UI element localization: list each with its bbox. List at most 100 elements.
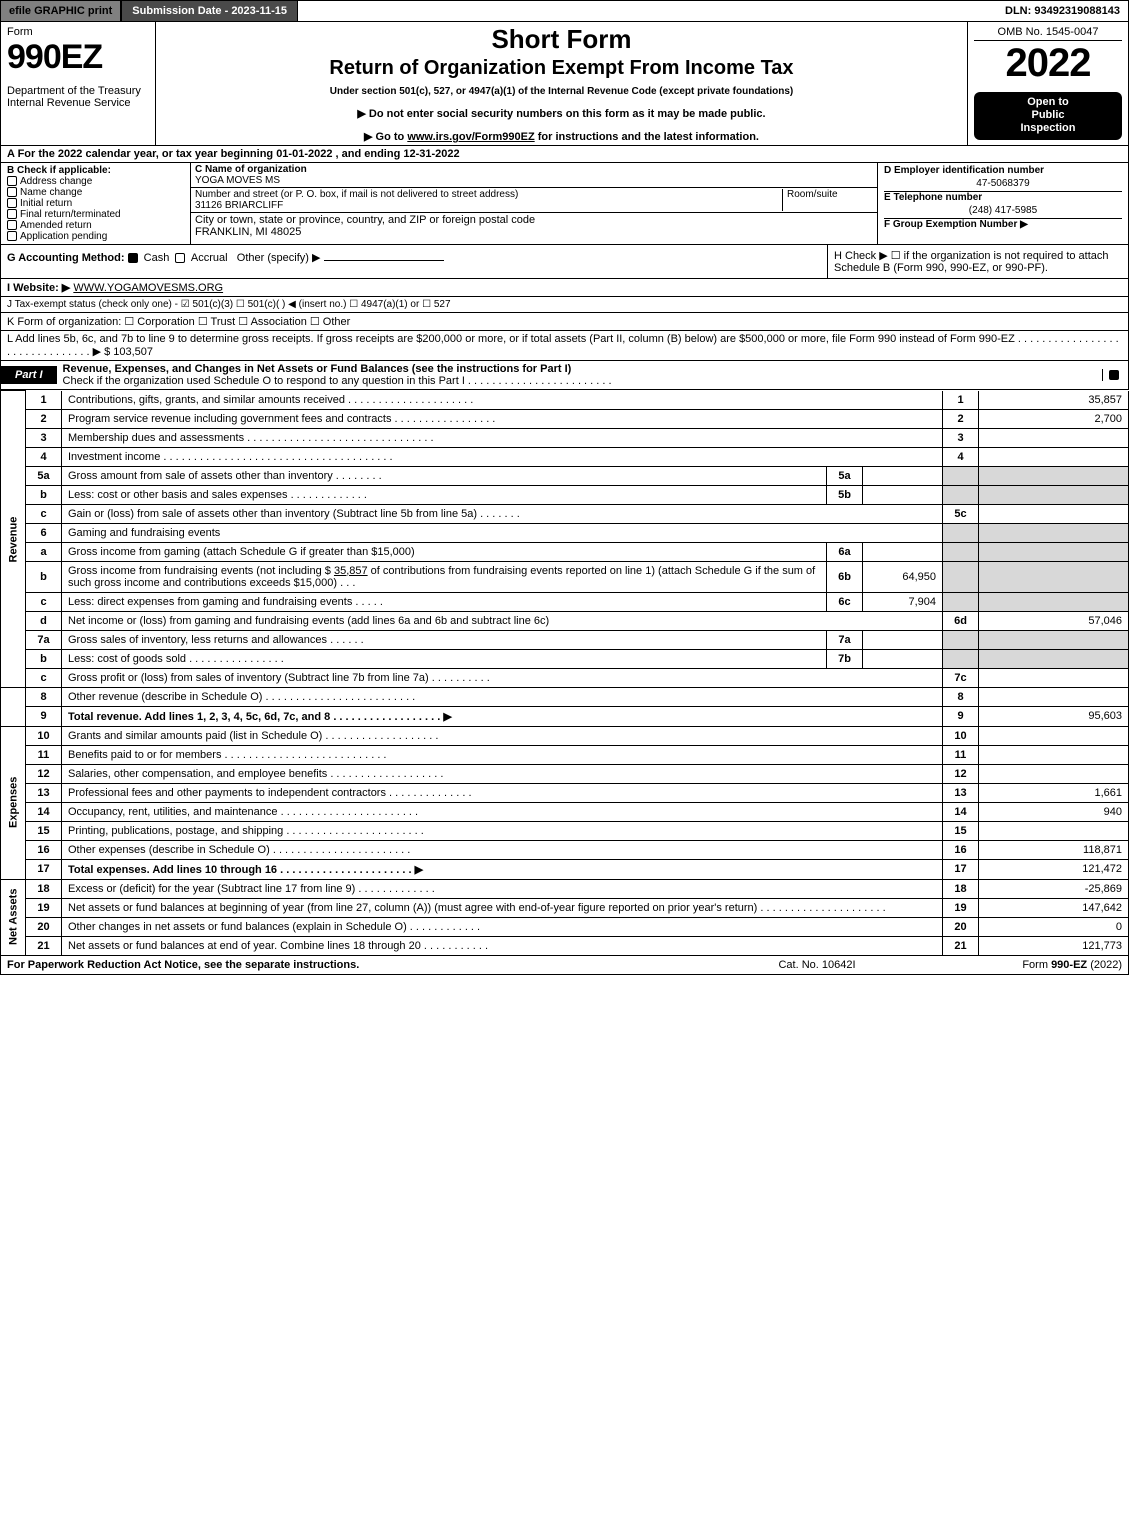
l4-num: 4 <box>26 447 62 466</box>
b-amended-return[interactable]: Amended return <box>7 220 184 231</box>
part1-checkbox[interactable] <box>1102 369 1128 381</box>
part1-label: Revenue, Expenses, and Changes in Net As… <box>57 361 1102 389</box>
l7a-desc: Gross sales of inventory, less returns a… <box>62 630 827 649</box>
submission-date-button[interactable]: Submission Date - 2023-11-15 <box>122 1 298 21</box>
l3-val <box>979 428 1129 447</box>
b-opt-1: Name change <box>20 187 82 198</box>
expenses-side-tab: Expenses <box>1 726 26 879</box>
g-other-input[interactable] <box>324 260 444 261</box>
l4-desc: Investment income . . . . . . . . . . . … <box>62 447 943 466</box>
footer-cat: Cat. No. 10642I <box>692 959 942 971</box>
checkbox-icon[interactable] <box>128 253 138 263</box>
line-a: A For the 2022 calendar year, or tax yea… <box>0 146 1129 163</box>
checkbox-icon[interactable] <box>7 187 17 197</box>
checkbox-icon <box>1109 370 1119 380</box>
l20-rn: 20 <box>943 917 979 936</box>
l7b-mv <box>863 649 943 668</box>
l11-rn: 11 <box>943 745 979 764</box>
l-row: L Add lines 5b, 6c, and 7b to line 9 to … <box>0 330 1129 361</box>
l5b-num: b <box>26 485 62 504</box>
org-city: FRANKLIN, MI 48025 <box>195 226 301 238</box>
l6a-mv <box>863 542 943 561</box>
l12-rn: 12 <box>943 764 979 783</box>
l6c-mn: 6c <box>827 592 863 611</box>
goto-pre: ▶ Go to <box>364 131 407 143</box>
l6b-rn <box>943 561 979 592</box>
l3-desc: Membership dues and assessments . . . . … <box>62 428 943 447</box>
l6b-mn: 6b <box>827 561 863 592</box>
short-form-title: Short Form <box>164 24 959 55</box>
l1-num: 1 <box>26 391 62 410</box>
l6c-mv: 7,904 <box>863 592 943 611</box>
l5c-rn: 5c <box>943 504 979 523</box>
b-opt-0: Address change <box>20 176 92 187</box>
g-cell: G Accounting Method: Cash Accrual Other … <box>1 245 828 278</box>
l21-num: 21 <box>26 936 62 955</box>
open-line1: Open to <box>980 96 1116 109</box>
b-opt-2: Initial return <box>20 198 72 209</box>
c-street-lbl: Number and street (or P. O. box, if mail… <box>195 189 518 200</box>
l14-rn: 14 <box>943 802 979 821</box>
b-initial-return[interactable]: Initial return <box>7 198 184 209</box>
col-c: C Name of organization YOGA MOVES MS Num… <box>191 163 878 244</box>
l18-num: 18 <box>26 879 62 898</box>
l17-num: 17 <box>26 859 62 879</box>
l11-desc: Benefits paid to or for members . . . . … <box>62 745 943 764</box>
l9-desc: Total revenue. Add lines 1, 2, 3, 4, 5c,… <box>62 706 943 726</box>
l7c-num: c <box>26 668 62 687</box>
form-header-left: Form 990EZ Department of the Treasury In… <box>1 22 156 145</box>
l5b-rn <box>943 485 979 504</box>
gh-row: G Accounting Method: Cash Accrual Other … <box>0 245 1129 278</box>
c-name-lbl: C Name of organization <box>195 164 307 175</box>
dln-label: DLN: 93492319088143 <box>997 1 1128 21</box>
open-line2: Public <box>980 109 1116 122</box>
b-name-change[interactable]: Name change <box>7 187 184 198</box>
g-accrual: Accrual <box>191 252 228 264</box>
efile-print-button[interactable]: efile GRAPHIC print <box>1 1 122 21</box>
org-name: YOGA MOVES MS <box>195 175 280 186</box>
checkbox-icon[interactable] <box>7 176 17 186</box>
c-street-box: Number and street (or P. O. box, if mail… <box>195 189 783 211</box>
j-row: J Tax-exempt status (check only one) - ☑… <box>0 296 1129 312</box>
netassets-side-tab: Net Assets <box>1 879 26 955</box>
checkbox-icon[interactable] <box>7 198 17 208</box>
l9-rn: 9 <box>943 706 979 726</box>
l7a-rn <box>943 630 979 649</box>
l15-rn: 15 <box>943 821 979 840</box>
l5c-desc: Gain or (loss) from sale of assets other… <box>62 504 943 523</box>
l1-desc: Contributions, gifts, grants, and simila… <box>62 391 943 410</box>
l5a-mv <box>863 466 943 485</box>
l10-rn: 10 <box>943 726 979 745</box>
footer-right-bold: 990-EZ <box>1051 959 1087 971</box>
l16-val: 118,871 <box>979 840 1129 859</box>
l6-val <box>979 523 1129 542</box>
checkbox-icon[interactable] <box>7 209 17 219</box>
b-opt-4: Amended return <box>20 220 92 231</box>
checkbox-icon[interactable] <box>175 253 185 263</box>
l2-desc: Program service revenue including govern… <box>62 409 943 428</box>
checkbox-icon[interactable] <box>7 231 17 241</box>
l18-rn: 18 <box>943 879 979 898</box>
irs-link[interactable]: www.irs.gov/Form990EZ <box>407 131 534 143</box>
checkbox-icon[interactable] <box>7 220 17 230</box>
l7a-mv <box>863 630 943 649</box>
l5b-mn: 5b <box>827 485 863 504</box>
revenue-side-tab-2 <box>1 687 26 726</box>
form-header: Form 990EZ Department of the Treasury In… <box>0 22 1129 146</box>
l18-val: -25,869 <box>979 879 1129 898</box>
b-final-return[interactable]: Final return/terminated <box>7 209 184 220</box>
l6a-desc: Gross income from gaming (attach Schedul… <box>62 542 827 561</box>
b-application-pending[interactable]: Application pending <box>7 231 184 242</box>
b-address-change[interactable]: Address change <box>7 176 184 187</box>
l6b-num: b <box>26 561 62 592</box>
l7b-num: b <box>26 649 62 668</box>
bcd-block: B Check if applicable: Address change Na… <box>0 163 1129 245</box>
website-link[interactable]: WWW.YOGAMOVESMS.ORG <box>73 282 223 294</box>
l6c-val <box>979 592 1129 611</box>
ssn-warning: ▶ Do not enter social security numbers o… <box>164 107 959 120</box>
l15-desc: Printing, publications, postage, and shi… <box>62 821 943 840</box>
l10-val <box>979 726 1129 745</box>
l7a-num: 7a <box>26 630 62 649</box>
l6-desc: Gaming and fundraising events <box>62 523 943 542</box>
l7a-val <box>979 630 1129 649</box>
